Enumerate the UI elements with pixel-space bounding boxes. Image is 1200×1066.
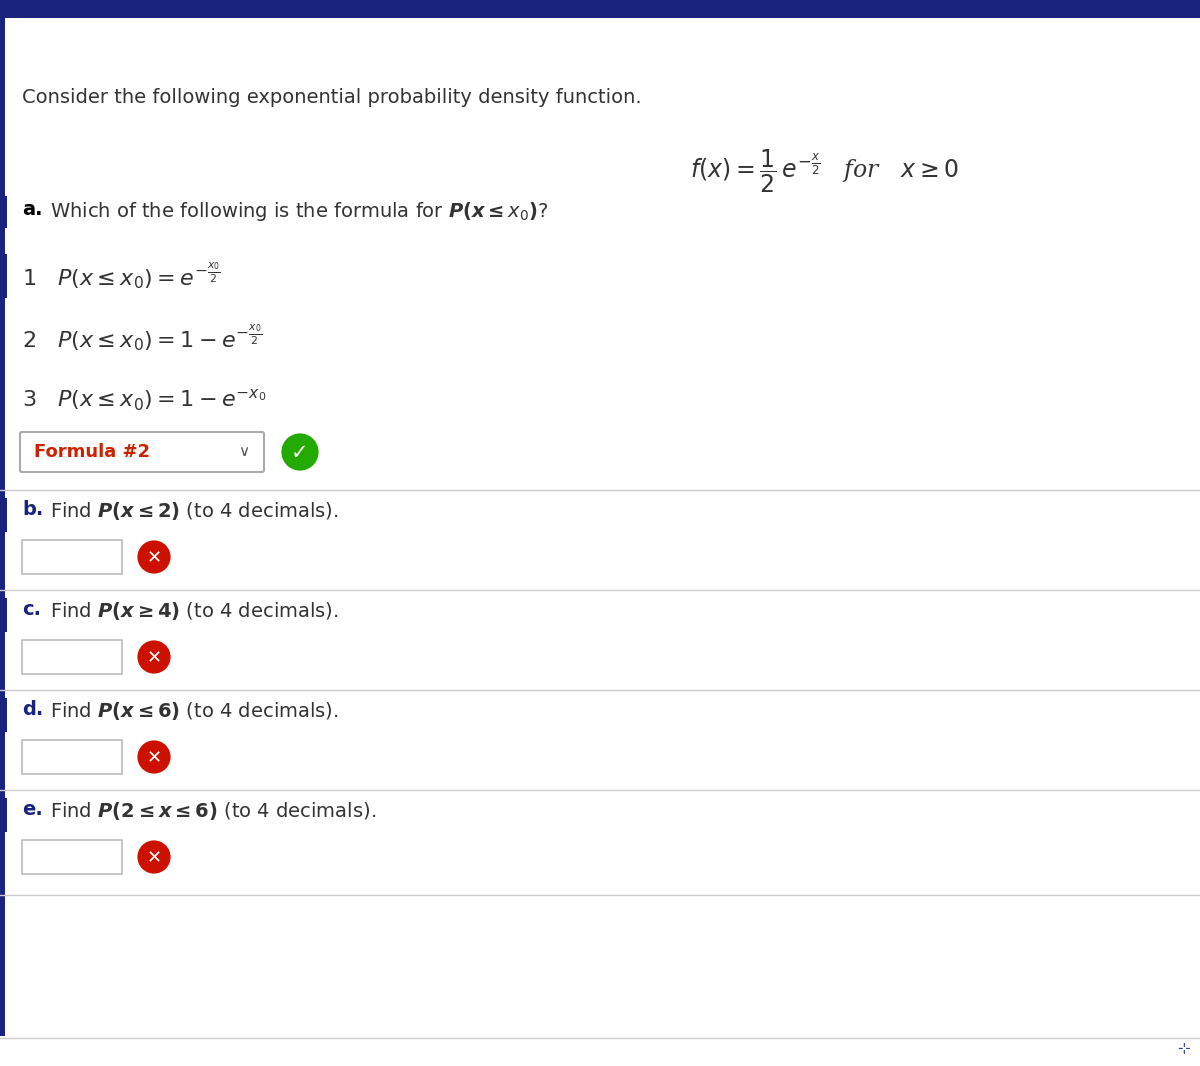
Text: ✓: ✓: [292, 443, 308, 463]
Text: d.: d.: [22, 700, 43, 718]
Text: $1$   $P(x \leq x_0) = e^{-\frac{x_0}{2}}$: $1$ $P(x \leq x_0) = e^{-\frac{x_0}{2}}$: [22, 260, 221, 291]
FancyBboxPatch shape: [0, 798, 7, 831]
FancyBboxPatch shape: [0, 698, 7, 732]
FancyBboxPatch shape: [22, 840, 122, 874]
Text: Find $\boldsymbol{P(x \leq 6)}$ (to 4 decimals).: Find $\boldsymbol{P(x \leq 6)}$ (to 4 de…: [50, 700, 338, 722]
Text: a.: a.: [22, 200, 42, 219]
Text: ⊹: ⊹: [1177, 1040, 1189, 1055]
Text: ✕: ✕: [146, 549, 162, 567]
FancyBboxPatch shape: [0, 254, 7, 298]
FancyBboxPatch shape: [0, 18, 5, 1036]
Text: ∨: ∨: [239, 445, 250, 459]
FancyBboxPatch shape: [22, 540, 122, 574]
Text: Find $\boldsymbol{P(x \geq 4)}$ (to 4 decimals).: Find $\boldsymbol{P(x \geq 4)}$ (to 4 de…: [50, 600, 338, 621]
FancyBboxPatch shape: [0, 196, 7, 228]
Text: Find $\boldsymbol{P(x \leq 2)}$ (to 4 decimals).: Find $\boldsymbol{P(x \leq 2)}$ (to 4 de…: [50, 500, 338, 522]
FancyBboxPatch shape: [22, 740, 122, 774]
Text: $2$   $P(x \leq x_0) = 1 - e^{-\frac{x_0}{2}}$: $2$ $P(x \leq x_0) = 1 - e^{-\frac{x_0}{…: [22, 323, 263, 353]
Circle shape: [136, 539, 172, 575]
Text: $3$   $P(x \leq x_0) = 1 - e^{-x_0}$: $3$ $P(x \leq x_0) = 1 - e^{-x_0}$: [22, 387, 266, 413]
Text: e.: e.: [22, 800, 43, 819]
Text: ✕: ✕: [146, 649, 162, 667]
FancyBboxPatch shape: [20, 432, 264, 472]
Text: Find $\boldsymbol{P(2 \leq x \leq 6)}$ (to 4 decimals).: Find $\boldsymbol{P(2 \leq x \leq 6)}$ (…: [50, 800, 377, 822]
FancyBboxPatch shape: [0, 498, 7, 532]
Text: ✕: ✕: [146, 849, 162, 867]
FancyBboxPatch shape: [0, 0, 1200, 18]
Circle shape: [136, 839, 172, 875]
Circle shape: [136, 639, 172, 675]
Text: b.: b.: [22, 500, 43, 519]
Text: Formula #2: Formula #2: [34, 443, 150, 461]
Text: Consider the following exponential probability density function.: Consider the following exponential proba…: [22, 88, 642, 107]
Circle shape: [136, 739, 172, 775]
FancyBboxPatch shape: [22, 640, 122, 674]
Text: ✕: ✕: [146, 749, 162, 768]
Circle shape: [280, 432, 320, 472]
Text: Which of the following is the formula for $\boldsymbol{P(x \leq x_0)}$?: Which of the following is the formula fo…: [50, 200, 548, 223]
Text: $f(x) = \dfrac{1}{2}\,e^{-\frac{x}{2}}$   for   $x \geq 0$: $f(x) = \dfrac{1}{2}\,e^{-\frac{x}{2}}$ …: [690, 148, 959, 195]
Text: c.: c.: [22, 600, 41, 619]
FancyBboxPatch shape: [0, 598, 7, 632]
